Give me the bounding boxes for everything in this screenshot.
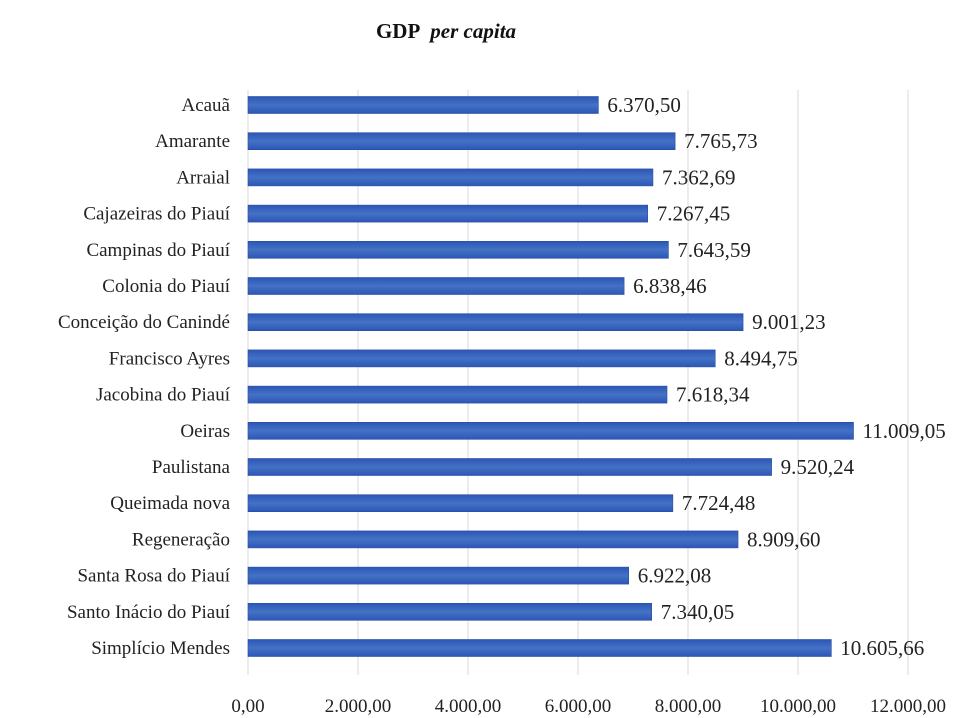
value-label: 8.909,60: [747, 527, 821, 551]
category-label: Acauã: [181, 95, 230, 116]
bar: [247, 458, 772, 476]
bar: [247, 385, 668, 404]
category-label: Campinas do Piauí: [86, 240, 230, 261]
bar: [247, 96, 599, 114]
x-tick-label: 0,00: [231, 696, 264, 717]
value-label: 8.494,75: [724, 346, 798, 370]
category-label: Simplício Mendes: [91, 638, 230, 659]
chart-title-italic: per capita: [428, 19, 516, 43]
x-tick-label: 6.000,00: [545, 696, 612, 717]
bar: [247, 204, 649, 223]
bar: [247, 132, 676, 150]
value-label: 7.724,48: [682, 491, 756, 515]
value-label: 6.922,08: [638, 564, 712, 588]
bar: [247, 494, 674, 513]
value-label: 7.618,34: [676, 383, 750, 407]
chart-title: GDP per capita: [376, 19, 516, 43]
category-label: Paulistana: [152, 457, 231, 478]
value-label: 7.267,45: [657, 202, 731, 226]
value-label: 10.605,66: [840, 636, 924, 660]
x-tick-label: 8.000,00: [655, 696, 722, 717]
value-label: 11.009,05: [862, 419, 945, 443]
category-label: Queimada nova: [110, 493, 230, 514]
category-label: Francisco Ayres: [109, 348, 230, 369]
category-label: Santa Rosa do Piauí: [77, 566, 230, 587]
bar: [247, 349, 716, 368]
value-label: 7.362,69: [662, 165, 736, 189]
category-label: Colonia do Piauí: [102, 276, 230, 297]
value-label: 6.370,50: [607, 93, 681, 117]
bar: [247, 313, 744, 332]
category-label: Cajazeiras do Piauí: [83, 204, 230, 225]
bar: [247, 602, 653, 621]
bar: [247, 639, 832, 657]
value-label: 7.340,05: [661, 600, 735, 624]
x-tick-label: 2.000,00: [325, 696, 392, 717]
category-label: Jacobina do Piauí: [96, 385, 231, 406]
chart-title-main: GDP: [376, 19, 421, 43]
value-label: 9.001,23: [752, 310, 826, 334]
bar: [247, 530, 739, 549]
category-label: Santo Inácio do Piauí: [67, 602, 231, 623]
x-tick-label: 12.000,00: [870, 696, 946, 717]
category-label: Regeneração: [132, 529, 230, 550]
x-tick-label: 4.000,00: [435, 696, 502, 717]
bar: [247, 277, 625, 295]
bar: [247, 566, 630, 585]
category-label: Arraial: [176, 167, 230, 188]
category-label: Conceição do Canindé: [58, 312, 230, 333]
value-label: 6.838,46: [633, 274, 707, 298]
x-tick-label: 10.000,00: [760, 696, 836, 717]
x-axis-tick-labels: 0,00 2.000,00 4.000,00 6.000,00 8.000,00 10.0…: [231, 696, 946, 717]
category-label: Amarante: [155, 131, 230, 152]
category-labels: Acauã Amarante Arraial Cajazeiras do Piauí C…: [58, 95, 231, 659]
category-label: Oeiras: [180, 421, 230, 442]
bar: [247, 168, 654, 187]
value-label: 7.765,73: [684, 129, 758, 153]
bars: [247, 96, 854, 657]
value-label: 7.643,59: [677, 238, 751, 262]
value-labels: 6.370,507.765,73 7.362,69 7.267,45 7.643,59…: [607, 93, 945, 660]
value-label: 9.520,24: [781, 455, 855, 479]
bar: [247, 241, 669, 259]
bar: [247, 421, 854, 440]
gridlines: [247, 90, 909, 675]
